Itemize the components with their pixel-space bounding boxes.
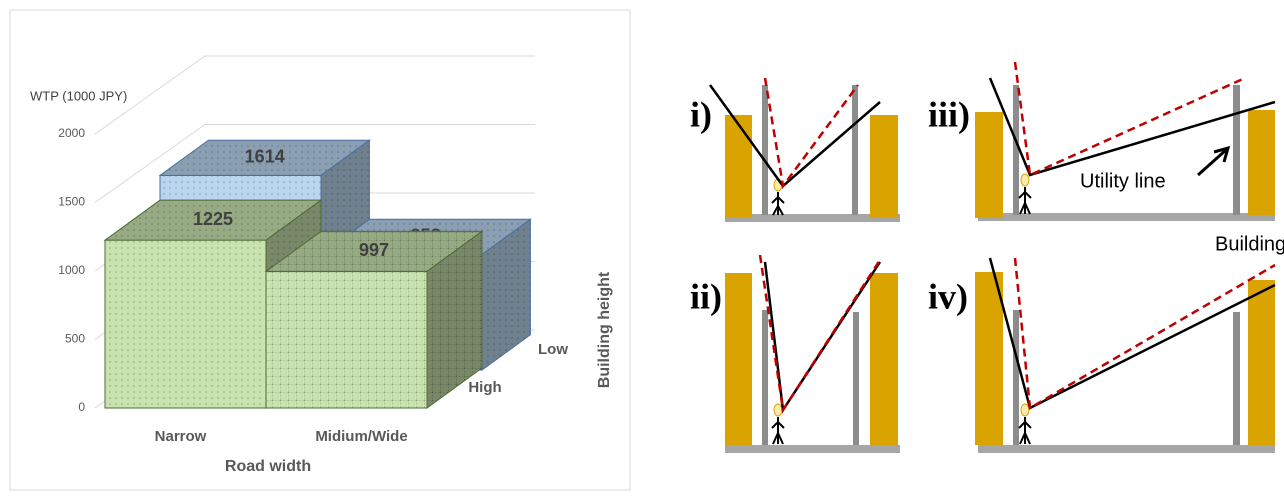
y-tick-label: 1500 (58, 195, 85, 209)
panel: iii) Utility line Buildings (928, 62, 1284, 255)
annotation: Buildings (1215, 233, 1284, 255)
bar-shade (266, 271, 427, 408)
person (772, 192, 784, 215)
pole (852, 85, 858, 215)
pole (853, 312, 859, 445)
bar-shade (105, 240, 266, 408)
building (975, 272, 1003, 445)
panel: iv) (928, 258, 1275, 453)
building (725, 115, 752, 218)
y-tick-label: 1000 (58, 263, 85, 277)
diagram: i) iii) Utility line Buildings ii) iv) (690, 62, 1284, 453)
building (975, 112, 1003, 218)
x-tick-label: Midium/Wide (315, 428, 407, 445)
panel-label: i) (690, 94, 712, 134)
person-head (774, 404, 782, 416)
person-head (1021, 174, 1029, 186)
pole (1013, 310, 1019, 445)
sight-line (990, 78, 1275, 175)
person (1019, 187, 1031, 214)
pole (762, 310, 768, 445)
pole (1013, 85, 1019, 215)
ground (978, 445, 1275, 453)
pole (1233, 312, 1240, 445)
arrow (1198, 148, 1228, 175)
panel-label: iv) (928, 276, 968, 316)
y-axis-title: WTP (1000 JPY) (30, 88, 127, 103)
panel: i) (690, 78, 900, 222)
value-label: 1614 (245, 147, 285, 167)
panel: ii) (690, 255, 900, 453)
ground (978, 213, 1275, 221)
building (1248, 280, 1275, 445)
view-line (1015, 62, 1245, 175)
building (870, 115, 898, 218)
panel-label: ii) (690, 276, 722, 316)
y-tick-label: 0 (78, 400, 85, 414)
building (870, 273, 898, 445)
person-head (1021, 404, 1029, 416)
sight-line (765, 262, 880, 410)
value-label: 1225 (193, 209, 233, 229)
x-tick-label: Narrow (155, 428, 207, 445)
sight-line (990, 258, 1275, 408)
view-line (760, 255, 880, 410)
z-tick-label: Low (538, 341, 568, 358)
z-axis-title: Building height (596, 271, 613, 388)
panel-label: iii) (928, 94, 970, 134)
building (1248, 110, 1275, 215)
value-label: 997 (359, 240, 389, 260)
figure: WTP (1000 JPY) Road width Building heigh… (0, 0, 1284, 496)
person (1019, 417, 1031, 444)
y-tick-label: 2000 (58, 126, 85, 140)
x-axis-title: Road width (225, 458, 311, 475)
z-tick-label: High (468, 379, 501, 396)
y-tick-label: 500 (65, 332, 85, 346)
pole (1233, 85, 1240, 215)
building (725, 273, 752, 445)
annotation: Utility line (1080, 170, 1166, 192)
person (772, 417, 784, 444)
ground (725, 445, 900, 453)
pole (762, 85, 768, 215)
